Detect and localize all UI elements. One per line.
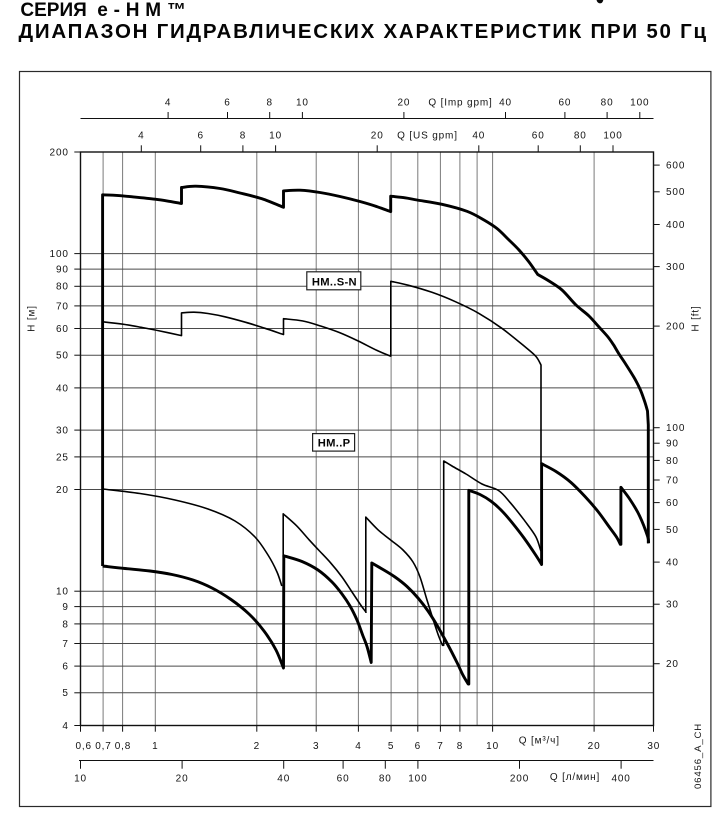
svg-text:20: 20 — [371, 131, 384, 142]
svg-text:30: 30 — [647, 741, 660, 752]
svg-text:100: 100 — [630, 98, 649, 109]
svg-text:80: 80 — [601, 98, 614, 109]
svg-text:100: 100 — [50, 249, 69, 260]
svg-text:50: 50 — [666, 525, 679, 536]
svg-text:40: 40 — [472, 131, 485, 142]
svg-text:100: 100 — [666, 423, 685, 434]
svg-text:90: 90 — [666, 439, 679, 450]
svg-text:20: 20 — [56, 485, 69, 496]
svg-text:6: 6 — [62, 662, 68, 673]
svg-text:60: 60 — [56, 324, 69, 335]
svg-text:300: 300 — [666, 262, 685, 273]
svg-text:80: 80 — [56, 282, 69, 293]
svg-text:6: 6 — [224, 98, 230, 109]
svg-text:8: 8 — [240, 131, 246, 142]
svg-text:400: 400 — [611, 774, 630, 785]
svg-text:70: 70 — [666, 475, 679, 486]
svg-text:H [ft]: H [ft] — [691, 305, 702, 331]
svg-text:60: 60 — [532, 131, 545, 142]
svg-text:20: 20 — [397, 98, 410, 109]
svg-text:10: 10 — [56, 587, 69, 598]
svg-text:0,6: 0,6 — [75, 741, 91, 752]
svg-text:8: 8 — [62, 619, 68, 630]
svg-text:4: 4 — [355, 741, 361, 752]
svg-text:40: 40 — [666, 558, 679, 569]
svg-text:40: 40 — [56, 383, 69, 394]
svg-text:HM..P: HM..P — [318, 437, 351, 449]
svg-text:ДИАПАЗОН ГИДРАВЛИЧЕСКИХ ХАРАКТ: ДИАПАЗОН ГИДРАВЛИЧЕСКИХ ХАРАКТЕРИСТИК ПР… — [19, 20, 708, 43]
svg-text:Q [л/мин]: Q [л/мин] — [550, 772, 600, 783]
svg-text:80: 80 — [666, 456, 679, 467]
svg-text:80: 80 — [379, 774, 392, 785]
svg-text:40: 40 — [499, 98, 512, 109]
svg-text:Q [Imp gpm]: Q [Imp gpm] — [428, 98, 492, 109]
svg-text:200: 200 — [50, 147, 69, 158]
svg-text:5: 5 — [388, 741, 394, 752]
svg-text:06456_A_CH: 06456_A_CH — [693, 723, 704, 789]
svg-text:200: 200 — [510, 774, 529, 785]
svg-text:25: 25 — [56, 452, 69, 463]
svg-text:4: 4 — [165, 98, 171, 109]
svg-text:10: 10 — [296, 98, 309, 109]
svg-text:СЕРИЯ: СЕРИЯ — [20, 0, 86, 21]
svg-text:40: 40 — [277, 774, 290, 785]
svg-text:20: 20 — [588, 741, 601, 752]
svg-text:H [м]: H [м] — [27, 305, 38, 332]
svg-text:20: 20 — [176, 774, 189, 785]
svg-text:6: 6 — [197, 131, 203, 142]
svg-text:6: 6 — [415, 741, 421, 752]
svg-text:50: 50 — [56, 351, 69, 362]
svg-text:20: 20 — [666, 659, 679, 670]
svg-text:4: 4 — [62, 721, 68, 732]
svg-text:Q [US gpm]: Q [US gpm] — [397, 131, 458, 142]
svg-text:400: 400 — [666, 220, 685, 231]
svg-text:90: 90 — [56, 265, 69, 276]
svg-text:500: 500 — [666, 187, 685, 198]
svg-text:7: 7 — [437, 741, 443, 752]
svg-text:0,7: 0,7 — [95, 741, 111, 752]
svg-text:e-HM™: e-HM™ — [97, 0, 191, 21]
svg-text:30: 30 — [666, 600, 679, 611]
svg-text:4: 4 — [138, 131, 144, 142]
svg-text:600: 600 — [666, 161, 685, 172]
svg-text:100: 100 — [603, 131, 622, 142]
svg-text:8: 8 — [457, 741, 463, 752]
svg-text:Q [м³/ч]: Q [м³/ч] — [519, 736, 560, 747]
svg-text:60: 60 — [558, 98, 571, 109]
svg-text:3: 3 — [313, 741, 319, 752]
svg-text:70: 70 — [56, 301, 69, 312]
svg-text:10: 10 — [486, 741, 499, 752]
svg-text:2: 2 — [254, 741, 260, 752]
svg-text:5: 5 — [62, 688, 68, 699]
svg-text:60: 60 — [666, 498, 679, 509]
svg-text:80: 80 — [574, 131, 587, 142]
svg-text:1: 1 — [152, 741, 158, 752]
svg-text:200: 200 — [666, 322, 685, 333]
svg-text:30: 30 — [56, 426, 69, 437]
svg-text:100: 100 — [408, 774, 427, 785]
svg-text:7: 7 — [62, 639, 68, 650]
svg-text:8: 8 — [266, 98, 272, 109]
svg-text:9: 9 — [62, 602, 68, 613]
svg-text:10: 10 — [269, 131, 282, 142]
svg-text:HM..S-N: HM..S-N — [312, 276, 357, 288]
svg-text:0,8: 0,8 — [115, 741, 131, 752]
svg-text:10: 10 — [74, 774, 87, 785]
svg-text:60: 60 — [337, 774, 350, 785]
